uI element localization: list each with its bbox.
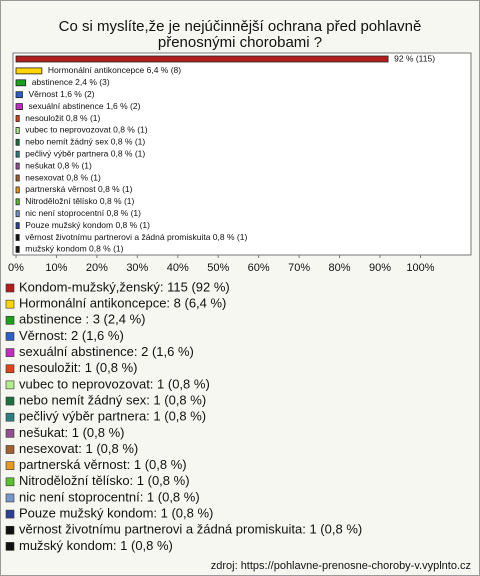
bar [15, 198, 20, 206]
value-label: Věrnost 1,6 % (2) [28, 89, 94, 99]
legend-swatch [5, 332, 15, 341]
legend-swatch [5, 412, 15, 422]
legend-label: věrnost životnímu partnerovi a žádná pro… [19, 522, 362, 537]
value-label: sexuální abstinence 1,6 % (2) [28, 101, 140, 111]
legend-label: vubec to neprovozovat: 1 (0,8 %) [19, 376, 210, 391]
value-label: Pouze mužský kondom 0,8 % (1) [25, 220, 150, 230]
legend-swatch [5, 283, 15, 293]
chart-title: Co si myslíte,že je nejúčinnější ochrana… [58, 18, 422, 51]
legend-swatch [5, 509, 15, 519]
x-tick-label: 60% [248, 262, 270, 274]
bar [15, 245, 20, 253]
legend-label: Kondom-mužský,ženský: 115 (92 %) [19, 279, 230, 294]
value-label: věrnost životnímu partnerovi a žádná pro… [25, 232, 247, 242]
legend-swatch [5, 299, 15, 309]
bar [15, 234, 20, 241]
bar [15, 222, 20, 230]
value-label: nic není stoprocentní 0,8 % (1) [25, 208, 141, 218]
legend-label: pečlivý výběr partnera: 1 (0,8 %) [19, 409, 206, 424]
legend-label: Pouze mužský kondom: 1 (0,8 %) [19, 506, 213, 521]
legend-swatch [5, 429, 15, 438]
bar [15, 186, 20, 194]
x-tick-label: 90% [369, 262, 391, 274]
value-label: mužský kondom 0,8 % (1) [25, 244, 123, 254]
legend-swatch [5, 542, 15, 551]
legend-label: sexuální abstinence: 2 (1,6 %) [19, 344, 194, 359]
bar [15, 79, 27, 87]
legend-swatch [5, 364, 15, 374]
legend-swatch [5, 525, 15, 535]
x-tick-label: 20% [86, 262, 108, 274]
legend-label: nic není stoprocentní: 1 (0,8 %) [19, 489, 200, 504]
x-tick-label: 100% [406, 262, 434, 274]
bar [15, 138, 20, 146]
value-label: nesexovat 0,8 % (1) [25, 172, 101, 182]
value-label: Nitroděložní tělísko 0,8 % (1) [25, 196, 134, 206]
bar [15, 150, 20, 158]
legend-label: partnerská věrnost: 1 (0,8 %) [19, 457, 187, 472]
legend-label: Hormonální antikoncepce: 8 (6,4 %) [19, 296, 226, 311]
legend-swatch [5, 348, 15, 357]
value-label: nešukat 0,8 % (1) [25, 160, 92, 170]
plot-area [12, 52, 472, 256]
legend-swatch [5, 315, 15, 325]
legend-label: nesexovat: 1 (0,8 %) [19, 441, 138, 456]
value-label: pečlivý výběr partnera 0,8 % (1) [25, 148, 145, 158]
x-tick-label: 30% [126, 262, 148, 274]
value-label: 92 % (115) [394, 53, 435, 63]
source: zdroj: https://pohlavne-prenosne-choroby… [211, 560, 471, 572]
x-tick-label: 80% [329, 262, 351, 274]
legend-label: mužský kondom: 1 (0,8 %) [19, 538, 173, 553]
legend-swatch [5, 461, 15, 470]
bar [15, 115, 20, 122]
legend-swatch [5, 396, 15, 406]
legend-swatch [5, 493, 15, 503]
legend-label: abstinence : 3 (2,4 %) [19, 312, 145, 327]
value-label: partnerská věrnost 0,8 % (1) [25, 184, 132, 194]
legend-swatch [5, 445, 15, 454]
value-label: nesouložit 0,8 % (1) [25, 113, 100, 123]
x-tick-label: 0% [8, 262, 24, 274]
legend-label: nebo nemít žádný sex: 1 (0,8 %) [19, 392, 206, 407]
bar [15, 55, 389, 63]
legend-swatch [5, 477, 15, 487]
legend-label: nešukat: 1 (0,8 %) [19, 425, 125, 440]
legend-label: Věrnost: 2 (1,6 %) [19, 328, 124, 343]
bar [15, 67, 43, 75]
value-label: Hormonální antikoncepce 6,4 % (8) [48, 65, 181, 75]
bar [15, 162, 20, 170]
legend-label: nesouložit: 1 (0,8 %) [19, 360, 138, 375]
x-tick-label: 40% [167, 262, 189, 274]
value-label: vubec to neprovozovat 0,8 % (1) [25, 125, 148, 135]
x-tick-label: 10% [45, 262, 67, 274]
bar [15, 103, 23, 110]
legend-swatch [5, 380, 15, 390]
x-tick-label: 50% [207, 262, 229, 274]
x-tick-label: 70% [288, 262, 310, 274]
bar [15, 91, 23, 99]
value-label: nebo nemít žádný sex 0,8 % (1) [25, 137, 145, 147]
bar [15, 174, 20, 182]
bar [15, 127, 20, 134]
legend-label: Nitroděložní tělísko: 1 (0,8 %) [19, 473, 190, 488]
value-label: abstinence 2,4 % (3) [32, 77, 110, 87]
bar [15, 210, 20, 218]
